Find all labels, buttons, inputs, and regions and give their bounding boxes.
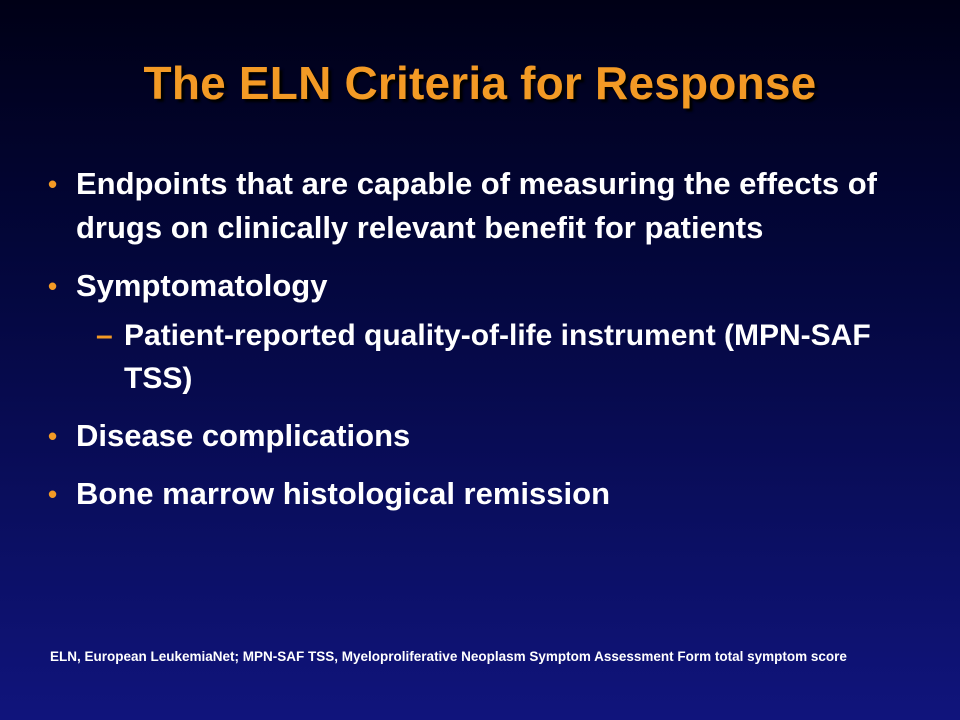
bullet-item: • Symptomatology – Patient-reported qual… <box>48 264 928 400</box>
bullet-text: Symptomatology <box>76 268 328 303</box>
bullet-item: • Disease complications <box>48 414 928 458</box>
footnote: ELN, European LeukemiaNet; MPN-SAF TSS, … <box>50 649 847 664</box>
bullet-text: Bone marrow histological remission <box>76 476 611 511</box>
bullet-item: • Bone marrow histological remission <box>48 472 928 516</box>
bullet-text: Disease complications <box>76 418 411 453</box>
sub-bullet-list: – Patient-reported quality-of-life instr… <box>76 314 928 400</box>
sub-bullet-item: – Patient-reported quality-of-life instr… <box>76 314 928 400</box>
bullet-item: • Endpoints that are capable of measurin… <box>48 162 928 250</box>
bullet-text: Endpoints that are capable of measuring … <box>76 166 877 245</box>
bullet-marker: • <box>48 169 58 199</box>
slide-title: The ELN Criteria for Response <box>143 57 817 109</box>
sub-bullet-text: Patient-reported quality-of-life instrum… <box>124 319 871 395</box>
bullet-marker: • <box>48 271 58 301</box>
bullet-list: • Endpoints that are capable of measurin… <box>48 162 928 516</box>
bullet-marker: • <box>48 479 58 509</box>
bullet-marker: • <box>48 421 58 451</box>
sub-bullet-marker: – <box>96 319 113 352</box>
